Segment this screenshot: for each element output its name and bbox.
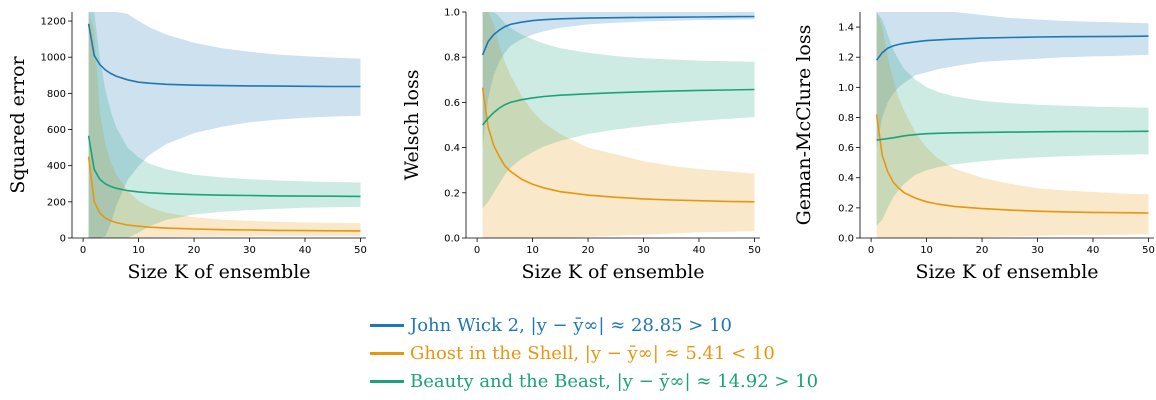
y-tick-label: 0 (60, 234, 66, 245)
line-john_wick (87, 23, 361, 88)
legend-entry-beauty: Beauty and the Beast, |y − ȳ∞| ≈ 14.92 >… (370, 368, 818, 394)
band-john_wick (876, 12, 1149, 148)
line-beauty (481, 88, 755, 126)
y-tick-label: 0.0 (444, 234, 460, 245)
band-ghost (88, 12, 361, 238)
x-tick-label: 20 (188, 245, 201, 256)
legend-swatch-john-wick (370, 323, 404, 327)
x-tick-label: 50 (748, 245, 761, 256)
x-tick-label: 40 (693, 245, 706, 256)
y-tick-label: 0.8 (838, 113, 854, 124)
band-ghost (482, 12, 755, 238)
legend-swatch-ghost (370, 351, 404, 355)
x-axis-label: Size K of ensemble (915, 261, 1098, 283)
line-beauty (876, 130, 1149, 141)
y-axis-label: Welsch loss (401, 70, 423, 181)
y-tick-label: 0.0 (838, 234, 854, 245)
band-beauty (876, 12, 1149, 226)
x-tick-label: 0 (80, 245, 86, 256)
y-axis-label: Geman-McClure loss (793, 25, 815, 226)
plot-area (481, 12, 755, 238)
x-tick-label: 10 (920, 245, 933, 256)
line-john_wick (875, 35, 1149, 61)
x-tick-label: 10 (132, 245, 145, 256)
legend-entry-ghost: Ghost in the Shell, |y − ȳ∞| ≈ 5.41 < 10 (370, 340, 775, 366)
y-tick-label: 400 (47, 161, 66, 172)
y-tick-label: 1.2 (838, 53, 854, 64)
y-tick-label: 0.2 (838, 203, 854, 214)
band-beauty (482, 12, 755, 209)
y-tick-label: 800 (47, 89, 66, 100)
x-tick-label: 30 (243, 245, 256, 256)
line-ghost (87, 156, 361, 232)
plot-area (87, 12, 361, 238)
x-tick-label: 0 (474, 245, 480, 256)
x-axis-label: Size K of ensemble (521, 261, 704, 283)
line-john_wick (481, 15, 755, 56)
band-john_wick (88, 12, 361, 238)
x-tick-label: 10 (526, 245, 539, 256)
x-tick-label: 0 (868, 245, 874, 256)
x-tick-label: 50 (1142, 245, 1155, 256)
band-beauty (88, 12, 361, 238)
band-ghost (876, 12, 1149, 238)
x-tick-label: 40 (1087, 245, 1100, 256)
line-ghost (875, 114, 1149, 214)
y-tick-label: 1.4 (838, 23, 854, 34)
y-tick-label: 0.6 (838, 143, 854, 154)
legend-label-john-wick: John Wick 2, |y − ȳ∞| ≈ 28.85 > 10 (410, 314, 732, 336)
x-tick-label: 30 (1031, 245, 1044, 256)
y-tick-label: 0.4 (838, 173, 854, 184)
band-john_wick (482, 12, 755, 148)
y-tick-label: 1200 (41, 17, 66, 28)
x-tick-label: 20 (582, 245, 595, 256)
legend-swatch-beauty (370, 379, 404, 383)
y-tick-label: 0.6 (444, 98, 460, 109)
line-beauty (87, 135, 361, 198)
y-tick-label: 600 (47, 125, 66, 136)
legend-entry-john-wick: John Wick 2, |y − ȳ∞| ≈ 28.85 > 10 (370, 312, 732, 338)
x-axis-label: Size K of ensemble (127, 261, 310, 283)
chart-panel-2: 0 10 20 30 40 50 0.0 0.2 0.4 0.6 0.8 1.0 Size K of e… (401, 8, 761, 284)
y-tick-label: 1.0 (444, 8, 460, 19)
chart-panel-3: 0 10 20 30 40 50 0.0 0.2 0.4 0.6 0.8 1.0 1.2 1.4 Size … (793, 12, 1155, 283)
y-tick-label: 1.0 (838, 83, 854, 94)
y-tick-label: 0.2 (444, 188, 460, 199)
y-tick-label: 0.4 (444, 143, 460, 154)
x-tick-label: 30 (637, 245, 650, 256)
plot-area (875, 12, 1149, 238)
line-ghost (481, 87, 755, 203)
y-axis-label: Squared error (7, 55, 29, 193)
y-tick-label: 1000 (41, 53, 66, 64)
x-tick-label: 50 (354, 245, 367, 256)
x-tick-label: 40 (299, 245, 312, 256)
legend-label-beauty: Beauty and the Beast, |y − ȳ∞| ≈ 14.92 >… (410, 370, 819, 392)
legend: John Wick 2, |y − ȳ∞| ≈ 28.85 > 10 Ghost… (370, 312, 930, 396)
y-tick-label: 0.8 (444, 53, 460, 64)
y-tick-label: 200 (47, 197, 66, 208)
x-tick-label: 20 (976, 245, 989, 256)
legend-label-ghost: Ghost in the Shell, |y − ȳ∞| ≈ 5.41 < 10 (410, 342, 775, 364)
chart-panel-1: 0 10 20 30 40 50 0 200 400 600 800 1000 1200 Size K o… (7, 12, 367, 283)
